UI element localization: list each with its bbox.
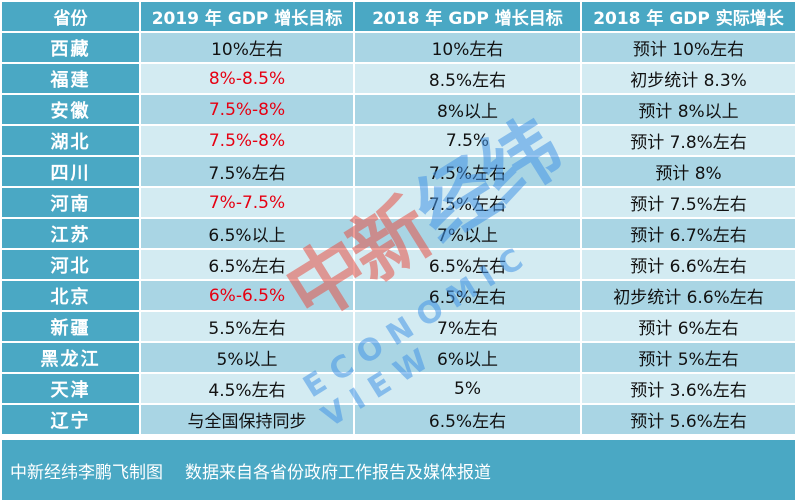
header-2018-actual: 2018 年 GDP 实际增长: [582, 2, 797, 33]
target-2019-cell: 6.5%以上: [141, 219, 355, 250]
target-2018-cell: 7.5%: [355, 126, 582, 157]
actual-2018-cell: 初步统计 8.3%: [582, 64, 797, 95]
province-cell: 福建: [2, 64, 141, 95]
target-2018-cell: 6.5%左右: [355, 405, 582, 436]
target-2018-cell: 6.5%左右: [355, 281, 582, 312]
footer-caption: 中新经纬李鹏飞制图 数据来自各省份政府工作报告及媒体报道: [2, 440, 795, 500]
province-cell: 辽宁: [2, 405, 141, 436]
actual-2018-cell: 预计 3.6%左右: [582, 374, 797, 405]
target-2019-cell: 4.5%左右: [141, 374, 355, 405]
target-2019-cell: 10%左右: [141, 33, 355, 64]
target-2019-cell: 与全国保持同步: [141, 405, 355, 436]
footer-source: 数据来自各省份政府工作报告及媒体报道: [185, 462, 491, 483]
target-2018-cell: 10%左右: [355, 33, 582, 64]
footer-credit: 中新经纬李鹏飞制图: [10, 462, 163, 483]
target-2018-cell: 8.5%左右: [355, 64, 582, 95]
header-2019-target: 2019 年 GDP 增长目标: [141, 2, 355, 33]
header-province: 省份: [2, 2, 141, 33]
target-2019-cell: 6.5%左右: [141, 250, 355, 281]
target-2018-cell: 7.5%左右: [355, 157, 582, 188]
province-cell: 河北: [2, 250, 141, 281]
province-cell: 湖北: [2, 126, 141, 157]
actual-2018-cell: 预计 6.6%左右: [582, 250, 797, 281]
province-cell: 新疆: [2, 312, 141, 343]
target-2019-cell: 7%-7.5%: [141, 188, 355, 219]
actual-2018-cell: 预计 7.8%左右: [582, 126, 797, 157]
target-2018-cell: 7%以上: [355, 219, 582, 250]
province-cell: 北京: [2, 281, 141, 312]
target-2019-cell: 5%以上: [141, 343, 355, 374]
target-2019-cell: 7.5%-8%: [141, 95, 355, 126]
actual-2018-cell: 预计 7.5%左右: [582, 188, 797, 219]
province-cell: 西藏: [2, 33, 141, 64]
actual-2018-cell: 预计 10%左右: [582, 33, 797, 64]
target-2019-cell: 8%-8.5%: [141, 64, 355, 95]
province-cell: 安徽: [2, 95, 141, 126]
province-cell: 河南: [2, 188, 141, 219]
gdp-target-table: 省份 2019 年 GDP 增长目标 2018 年 GDP 增长目标 2018 …: [2, 2, 797, 436]
actual-2018-cell: 初步统计 6.6%左右: [582, 281, 797, 312]
province-cell: 黑龙江: [2, 343, 141, 374]
actual-2018-cell: 预计 5.6%左右: [582, 405, 797, 436]
actual-2018-cell: 预计 5%左右: [582, 343, 797, 374]
actual-2018-cell: 预计 6.7%左右: [582, 219, 797, 250]
province-cell: 天津: [2, 374, 141, 405]
target-2018-cell: 5%: [355, 374, 582, 405]
target-2019-cell: 7.5%-8%: [141, 126, 355, 157]
target-2018-cell: 8%以上: [355, 95, 582, 126]
province-cell: 四川: [2, 157, 141, 188]
province-cell: 江苏: [2, 219, 141, 250]
target-2019-cell: 5.5%左右: [141, 312, 355, 343]
target-2019-cell: 7.5%左右: [141, 157, 355, 188]
actual-2018-cell: 预计 8%: [582, 157, 797, 188]
header-2018-target: 2018 年 GDP 增长目标: [355, 2, 582, 33]
target-2018-cell: 7.5%左右: [355, 188, 582, 219]
target-2019-cell: 6%-6.5%: [141, 281, 355, 312]
target-2018-cell: 6%以上: [355, 343, 582, 374]
actual-2018-cell: 预计 6%左右: [582, 312, 797, 343]
target-2018-cell: 6.5%左右: [355, 250, 582, 281]
actual-2018-cell: 预计 8%以上: [582, 95, 797, 126]
target-2018-cell: 7%左右: [355, 312, 582, 343]
